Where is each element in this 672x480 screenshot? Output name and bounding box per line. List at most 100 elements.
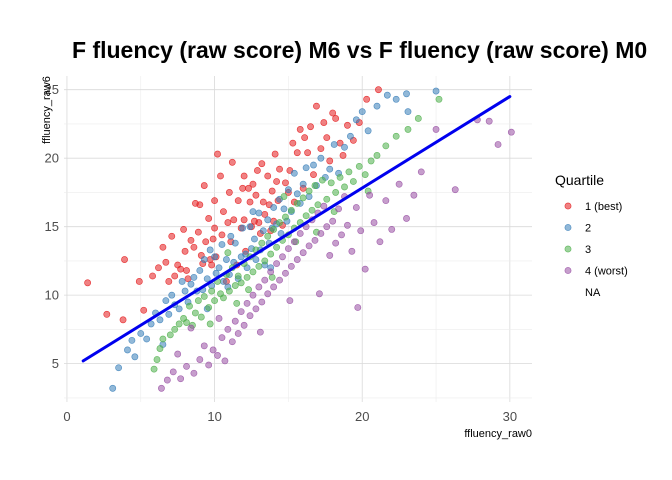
scatter-point-series-3 xyxy=(245,286,252,294)
scatter-point-series-3 xyxy=(231,282,239,289)
scatter-point-series-1 xyxy=(323,134,331,142)
scatter-points xyxy=(84,86,515,392)
scatter-point-series-1 xyxy=(181,247,189,255)
scatter-point-series-1 xyxy=(304,149,311,157)
scatter-point-series-3 xyxy=(270,226,278,233)
scatter-point-series-4 xyxy=(163,376,171,384)
scatter-point-series-3 xyxy=(261,257,269,265)
scatter-point-series-1 xyxy=(261,210,269,218)
trend-line xyxy=(81,95,512,363)
scatter-point-series-4 xyxy=(494,141,502,148)
scatter-point-series-4 xyxy=(287,262,295,270)
scatter-point-series-1 xyxy=(228,158,236,166)
scatter-point-series-1 xyxy=(246,198,254,206)
scatter-point-series-3 xyxy=(414,115,422,122)
scatter-point-series-3 xyxy=(287,206,295,214)
scatter-point-series-4 xyxy=(243,299,251,307)
scatter-point-series-4 xyxy=(205,361,213,369)
scatter-point-series-3 xyxy=(341,183,348,191)
scatter-point-series-4 xyxy=(357,227,365,235)
scatter-point-series-2 xyxy=(293,190,301,198)
scatter-point-series-2 xyxy=(222,256,230,263)
scatter-point-series-1 xyxy=(180,226,187,233)
scatter-point-series-2 xyxy=(302,164,310,172)
scatter-point-series-3 xyxy=(255,262,263,270)
scatter-point-series-3 xyxy=(237,279,245,287)
scatter-point-series-2 xyxy=(187,280,195,288)
scatter-point-series-3 xyxy=(186,302,193,310)
scatter-point-series-1 xyxy=(234,197,242,205)
scatter-point-series-3 xyxy=(159,335,167,343)
scatter-point-series-2 xyxy=(383,91,391,99)
scatter-point-series-1 xyxy=(307,123,314,131)
scatter-point-series-1 xyxy=(218,231,226,239)
scatter-point-series-1 xyxy=(183,267,190,274)
scatter-point-series-2 xyxy=(231,239,239,247)
scatter-point-series-4 xyxy=(256,328,264,336)
scatter-point-series-1 xyxy=(310,171,317,179)
scatter-point-series-4 xyxy=(311,236,319,244)
scatter-point-series-3 xyxy=(323,195,331,203)
scatter-point-series-2 xyxy=(290,169,298,177)
scatter-point-series-4 xyxy=(376,238,384,246)
scatter-point-series-1 xyxy=(271,150,279,158)
scatter-point-series-3 xyxy=(220,294,227,302)
scatter-point-series-3 xyxy=(175,320,183,328)
scatter-point-series-2 xyxy=(215,264,223,272)
scatter-point-series-2 xyxy=(264,216,272,224)
scatter-point-series-4 xyxy=(410,191,418,199)
scatter-point-series-3 xyxy=(166,331,174,339)
scatter-point-series-1 xyxy=(240,172,248,180)
scatter-point-series-3 xyxy=(197,313,205,321)
scatter-point-series-3 xyxy=(435,95,443,103)
scatter-point-series-1 xyxy=(255,219,263,226)
scatter-point-series-2 xyxy=(178,278,186,285)
scatter-point-series-4 xyxy=(218,334,226,342)
y-axis-ticks: 5 10 15 20 25 xyxy=(45,82,59,371)
scatter-point-series-4 xyxy=(352,204,360,211)
scatter-point-series-4 xyxy=(344,221,351,229)
scatter-point-series-2 xyxy=(373,102,381,110)
scatter-point-series-1 xyxy=(245,184,252,192)
scatter-point-series-2 xyxy=(251,235,258,243)
scatter-point-series-4 xyxy=(293,256,301,263)
scatter-point-series-2 xyxy=(218,241,226,248)
scatter-point-series-3 xyxy=(171,326,179,333)
scatter-point-series-3 xyxy=(234,272,242,280)
scatter-point-series-1 xyxy=(217,172,224,180)
scatter-point-series-4 xyxy=(169,368,177,376)
scatter-point-series-3 xyxy=(404,126,412,133)
scatter-point-series-4 xyxy=(200,342,208,350)
scatter-point-series-3 xyxy=(183,319,190,326)
scatter-point-series-4 xyxy=(395,180,403,188)
scatter-point-series-4 xyxy=(286,297,294,305)
scatter-point-series-1 xyxy=(202,238,210,246)
scatter-point-series-4 xyxy=(264,290,272,298)
scatter-point-series-4 xyxy=(246,312,254,320)
scatter-point-series-1 xyxy=(121,256,128,263)
scatter-point-series-2 xyxy=(203,275,211,283)
scatter-point-series-1 xyxy=(289,139,297,147)
scatter-point-series-4 xyxy=(276,276,283,284)
scatter-point-series-1 xyxy=(268,187,276,195)
scatter-point-series-4 xyxy=(234,330,242,337)
scatter-point-series-3 xyxy=(205,304,213,311)
scatter-point-series-1 xyxy=(293,149,301,157)
scatter-point-series-2 xyxy=(299,180,307,188)
scatter-point-series-3 xyxy=(206,320,214,328)
scatter-point-series-4 xyxy=(215,315,223,322)
scatter-point-series-2 xyxy=(364,127,372,135)
x-tick-label: 20 xyxy=(355,409,369,424)
scatter-point-series-4 xyxy=(366,191,374,199)
scatter-point-series-1 xyxy=(249,180,257,188)
scatter-point-series-2 xyxy=(175,305,183,313)
scatter-point-series-1 xyxy=(344,121,351,129)
scatter-point-series-1 xyxy=(177,265,185,273)
scatter-point-series-1 xyxy=(168,232,176,240)
scatter-point-series-4 xyxy=(417,168,425,176)
scatter-point-series-2 xyxy=(252,256,260,263)
scatter-point-series-2 xyxy=(165,310,173,318)
scatter-point-series-3 xyxy=(311,182,319,189)
scatter-point-series-1 xyxy=(252,191,260,199)
scatter-point-series-4 xyxy=(320,202,328,210)
